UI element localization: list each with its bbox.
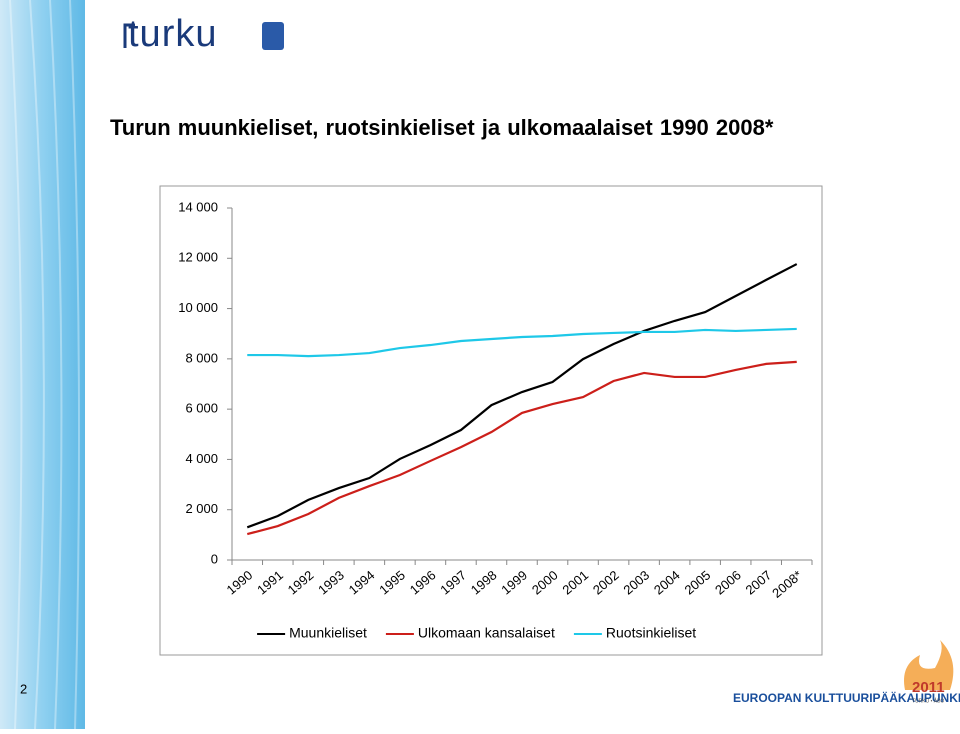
y-tick-label: 0: [211, 551, 218, 566]
logo: turku: [128, 13, 217, 55]
y-tick-label: 12 000: [178, 250, 218, 265]
footer-flame: [904, 640, 954, 690]
series-line: [246, 263, 798, 529]
footer-year: 2011: [912, 679, 945, 696]
y-tick-label: 8 000: [185, 350, 218, 365]
legend-label: Ruotsinkieliset: [606, 625, 696, 641]
y-tick-label: 4 000: [185, 451, 218, 466]
page-number: 2: [20, 681, 27, 696]
legend-label: Ulkomaan kansalaiset: [418, 625, 555, 641]
y-tick-label: 14 000: [178, 199, 218, 214]
series-line: [246, 360, 797, 536]
legend-label: Muunkieliset: [289, 625, 367, 641]
slide-title: Turun muunkieliset, ruotsinkieliset ja u…: [110, 115, 774, 140]
logo-bracket: [123, 23, 135, 48]
series-line: [247, 327, 797, 358]
side-strip: [0, 0, 85, 729]
strip-pattern: [9, 0, 80, 730]
y-tick-label: 2 000: [185, 501, 218, 516]
logo-shield: [262, 22, 284, 50]
y-tick-label: 6 000: [185, 401, 218, 416]
footer-text: EUROOPAN KULTTUURIPÄÄKAUPUNKI: [733, 690, 960, 705]
y-tick-label: 10 000: [178, 300, 218, 315]
footer-city: TURKU • ÅBO: [912, 697, 944, 704]
chart-frame: [159, 185, 823, 656]
